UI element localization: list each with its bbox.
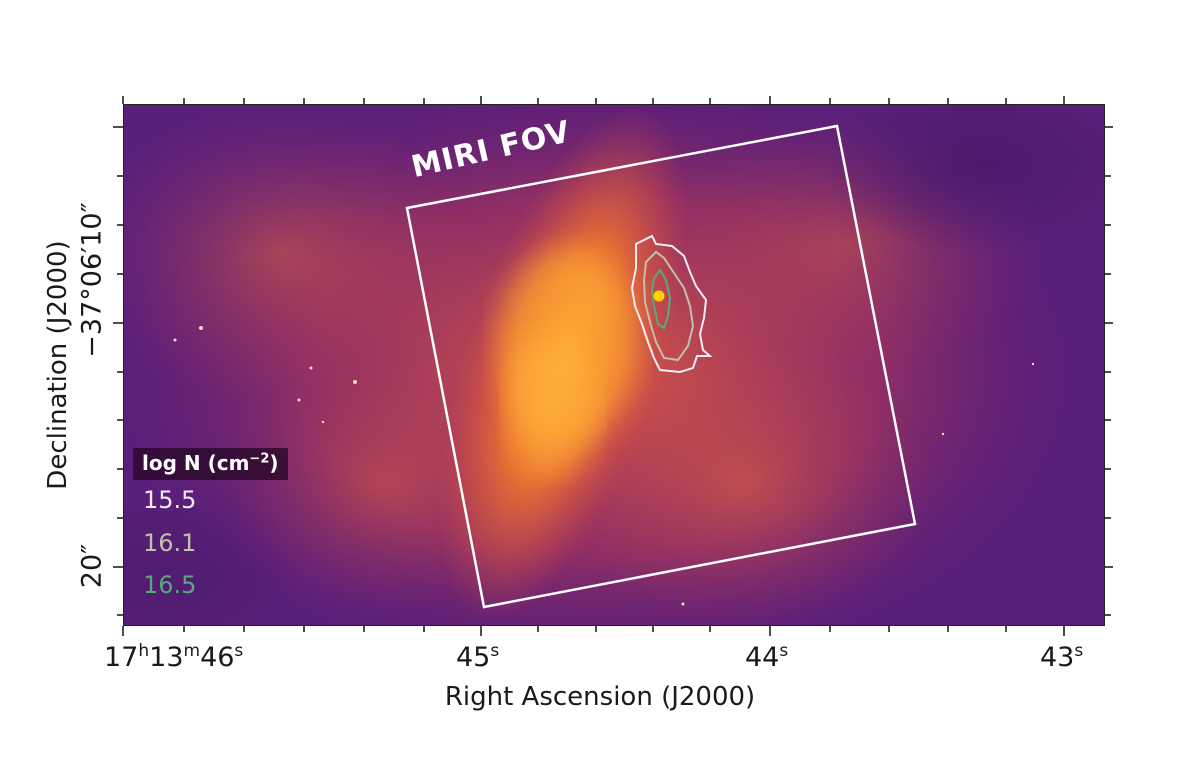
legend-value: 16.5 [143,571,197,599]
star-field [173,326,1035,606]
x-tick-hours: 17 [104,642,139,673]
contour-15-5 [630,234,713,374]
x-tick-label: 44s [745,641,788,673]
x-tick-label: 45s [456,641,499,673]
x-tick-label: 43s [1040,641,1083,673]
x-tick-hours-unit: h [138,641,150,661]
central-source-marker [653,290,665,302]
x-tick-minutes-unit: m [183,641,201,661]
nebula-svg [123,104,1105,626]
nebula-image [123,104,1105,626]
x-axis-title: Right Ascension (J2000) [444,682,756,712]
x-tick-seconds: 45 [456,642,491,673]
legend-title: log N (cm−2) [133,448,288,480]
x-tick-seconds: 44 [745,642,780,673]
contour-16-1 [642,250,695,362]
legend-value: 16.1 [143,529,197,557]
x-tick-minutes: 13 [149,642,184,673]
legend-title-close: ) [269,451,279,475]
x-tick-seconds-unit: s [234,641,244,661]
y-tick-label: −37°06′10″ [76,202,108,358]
miri-fov-box [405,124,917,609]
x-tick-label: 17h13m46s [104,641,243,673]
contour-16-5 [650,268,672,330]
y-axis-title: Declination (J2000) [43,240,73,490]
legend-title-text: log N (cm [142,451,250,475]
axis-ticks [113,96,1113,636]
x-tick-seconds: 43 [1040,642,1075,673]
legend-value: 15.5 [143,486,197,514]
x-tick-seconds: 46 [200,642,235,673]
x-tick-seconds-unit: s [1074,641,1084,661]
legend-title-exponent: −2 [249,451,270,467]
y-tick-label: 20″ [76,543,108,589]
legend-item-15-5: 15.5 [143,486,196,514]
x-tick-seconds-unit: s [779,641,789,661]
x-tick-seconds-unit: s [490,641,500,661]
legend-item-16-5: 16.5 [143,571,196,599]
legend-item-16-1: 16.1 [143,529,196,557]
